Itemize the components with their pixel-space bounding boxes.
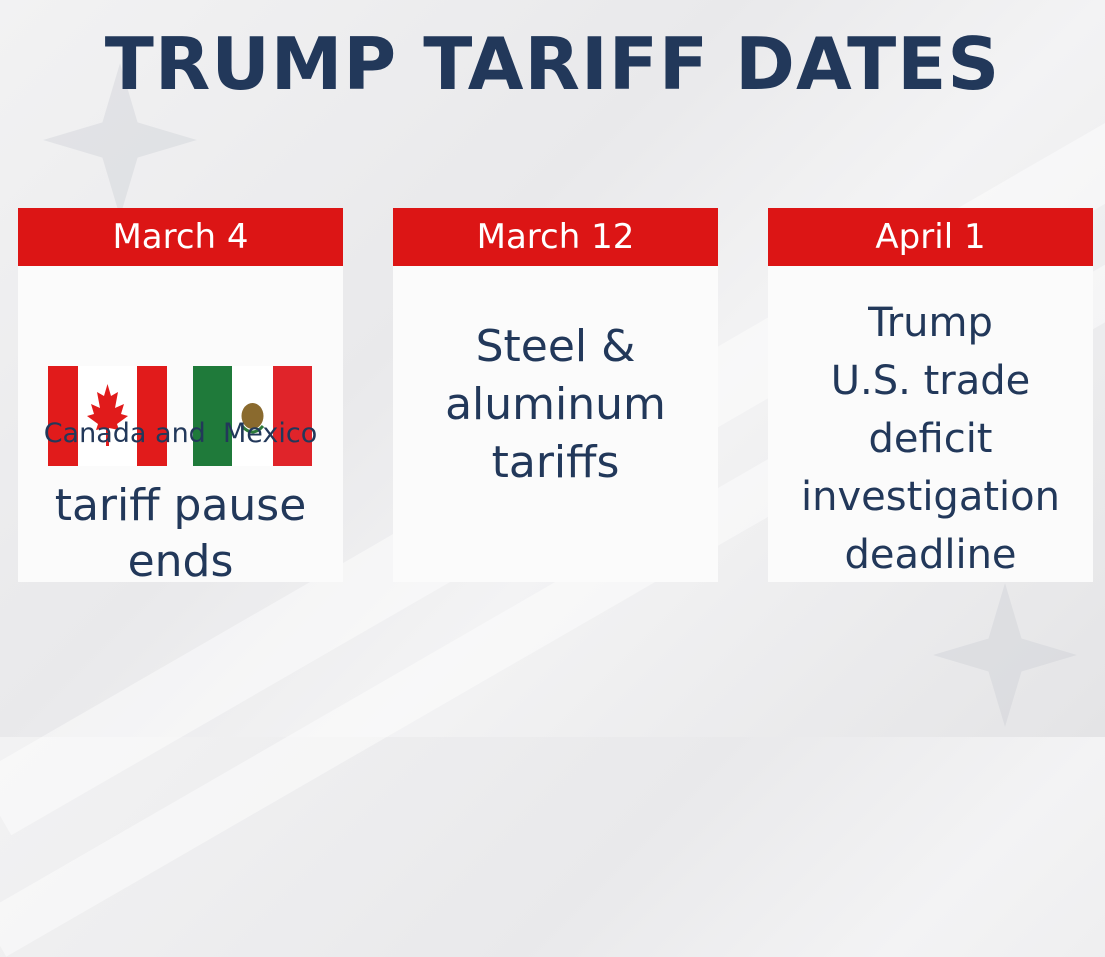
card-date-header: April 1 bbox=[768, 208, 1093, 266]
card-description: tariff pause ends bbox=[54, 480, 307, 587]
canada-label: Canada and bbox=[43, 418, 206, 449]
card-body: Steel & aluminum tariffs bbox=[393, 266, 718, 582]
card-text-line: Trump bbox=[868, 300, 993, 346]
card-text-line: investigation bbox=[801, 474, 1060, 520]
card-text-line: tariffs bbox=[491, 437, 620, 488]
card-body: Trump U.S. trade deficit investigation d… bbox=[768, 266, 1093, 582]
mexico-label: Mexico bbox=[223, 418, 318, 449]
date-card-march-4: March 4 bbox=[18, 208, 343, 587]
flag-labels: Canada and Mexico bbox=[18, 419, 343, 449]
date-card-march-12: March 12 Steel & aluminum tariffs bbox=[393, 208, 718, 582]
card-text-line: U.S. trade deficit bbox=[830, 358, 1031, 462]
card-date-header: March 12 bbox=[393, 208, 718, 266]
flags bbox=[48, 366, 312, 466]
canada-flag-icon bbox=[48, 366, 167, 466]
mexico-flag-icon bbox=[193, 366, 312, 466]
background-star-icon bbox=[933, 583, 1077, 727]
card-text-line: aluminum bbox=[445, 379, 666, 430]
page-title: TRUMP TARIFF DATES bbox=[104, 22, 1001, 106]
card-body: Canada and Mexico tariff pause ends bbox=[18, 266, 343, 587]
card-date-header: March 4 bbox=[18, 208, 343, 266]
background-star-icon bbox=[43, 63, 197, 217]
card-text-line: Steel & bbox=[475, 321, 636, 372]
card-text-line: deadline bbox=[844, 532, 1017, 578]
date-card-april-1: April 1 Trump U.S. trade deficit investi… bbox=[768, 208, 1093, 582]
